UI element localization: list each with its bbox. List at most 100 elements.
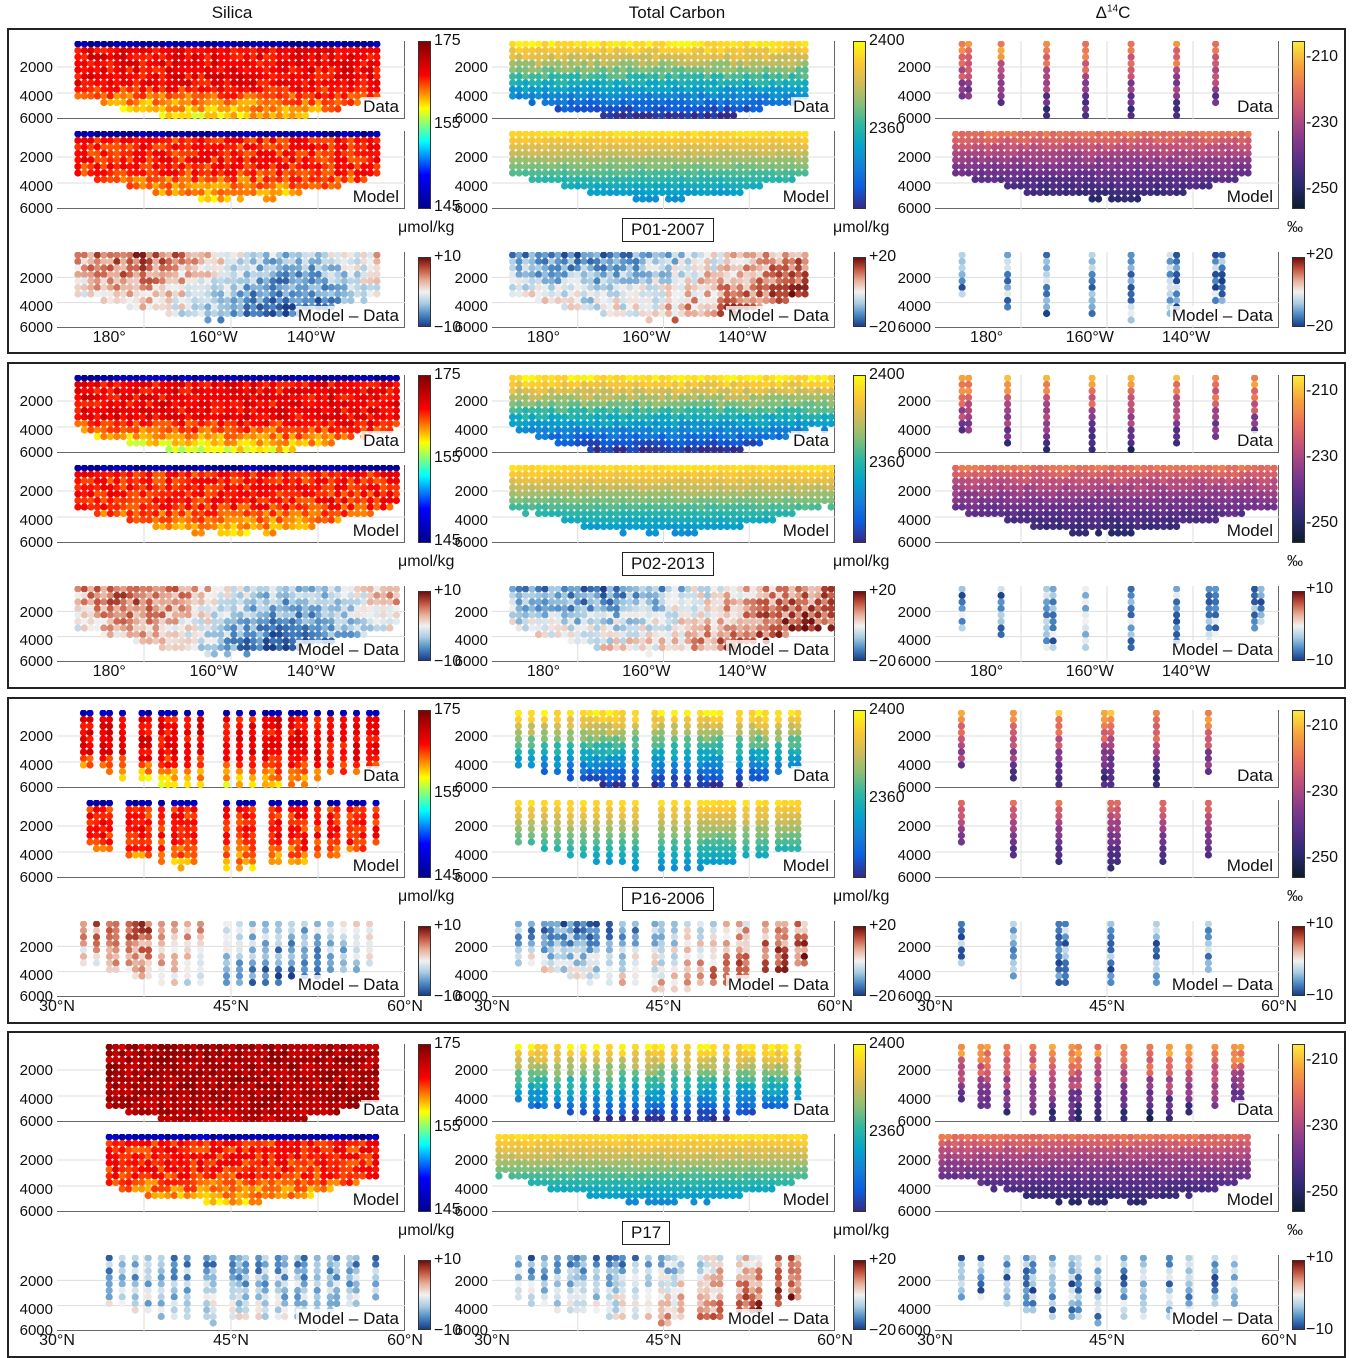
data-point	[178, 465, 186, 472]
data-point	[1166, 149, 1174, 158]
data-point	[971, 131, 979, 138]
data-point	[353, 283, 361, 292]
data-point	[795, 46, 803, 55]
data-point	[366, 465, 374, 472]
data-point	[301, 175, 309, 184]
data-point	[334, 156, 342, 164]
data-point	[1069, 175, 1077, 184]
data-point	[113, 591, 121, 600]
data-point	[353, 426, 361, 434]
data-point	[1199, 149, 1207, 158]
data-point	[74, 393, 82, 402]
data-point	[171, 591, 179, 600]
data-point	[171, 283, 179, 292]
data-point	[561, 53, 569, 61]
data-point	[256, 162, 264, 171]
data-point	[308, 413, 316, 421]
data-point	[184, 432, 192, 441]
data-point	[509, 400, 517, 408]
data-point	[321, 439, 329, 447]
data-point	[197, 380, 205, 389]
colorbar-tick-label: 155	[434, 115, 461, 132]
data-point	[106, 503, 114, 511]
data-point	[288, 470, 296, 479]
data-point	[645, 85, 653, 94]
data-point	[178, 426, 186, 434]
data-point	[1140, 175, 1148, 184]
data-point	[1173, 277, 1181, 285]
data-point	[184, 143, 192, 151]
data-point	[223, 283, 231, 292]
data-point	[308, 387, 316, 395]
data-point	[561, 105, 569, 113]
data-point	[139, 630, 147, 639]
data-point	[171, 637, 179, 645]
data-point	[191, 516, 199, 524]
data-point	[652, 66, 660, 74]
data-point	[223, 131, 231, 138]
data-point	[106, 270, 114, 279]
data-point	[658, 41, 666, 48]
data-point	[223, 182, 231, 190]
data-point	[1101, 136, 1109, 145]
data-point	[1049, 136, 1057, 145]
data-point	[360, 131, 368, 138]
data-point	[100, 490, 108, 498]
data-point	[139, 477, 147, 485]
data-point	[697, 252, 705, 259]
data-point	[191, 509, 199, 518]
data-point	[256, 496, 264, 505]
data-point	[554, 257, 562, 266]
data-point	[600, 131, 608, 138]
data-point	[184, 169, 192, 177]
data-point	[1218, 257, 1226, 266]
data-point	[223, 296, 231, 305]
data-point	[132, 637, 140, 645]
data-point	[106, 393, 114, 402]
data-point	[184, 92, 192, 100]
colorbar-silica	[418, 41, 431, 209]
data-point	[93, 375, 101, 382]
data-point	[671, 72, 679, 81]
data-point	[965, 143, 973, 151]
data-point	[678, 149, 686, 158]
data-point	[74, 617, 82, 626]
data-point	[204, 316, 212, 324]
data-point	[1192, 182, 1200, 190]
data-point	[223, 270, 231, 279]
data-point	[314, 143, 322, 151]
data-point	[795, 131, 803, 138]
data-point	[158, 630, 166, 639]
data-point	[587, 59, 595, 68]
y-tick-label: 2000	[897, 149, 931, 167]
data-point	[730, 277, 738, 285]
data-point	[74, 604, 82, 613]
data-point	[165, 296, 173, 305]
data-point	[658, 92, 666, 100]
data-point	[256, 92, 264, 100]
data-point	[978, 136, 986, 145]
data-point	[87, 277, 95, 285]
data-point	[554, 296, 562, 305]
data-point	[528, 175, 536, 184]
data-point	[548, 85, 556, 94]
data-point	[282, 522, 290, 531]
data-point	[275, 182, 283, 190]
data-point	[327, 393, 335, 402]
data-point	[717, 46, 725, 55]
data-point	[93, 604, 101, 613]
data-point	[665, 296, 673, 305]
data-point	[243, 598, 251, 606]
data-point	[535, 149, 543, 158]
data-point	[243, 257, 251, 266]
data-point	[645, 162, 653, 171]
data-point	[74, 290, 82, 298]
data-point	[665, 105, 673, 113]
data-point	[223, 419, 231, 428]
data-point	[671, 156, 679, 164]
data-point	[684, 72, 692, 81]
data-point	[652, 252, 660, 259]
data-point	[314, 136, 322, 145]
data-point	[100, 406, 108, 415]
data-point	[762, 131, 770, 138]
